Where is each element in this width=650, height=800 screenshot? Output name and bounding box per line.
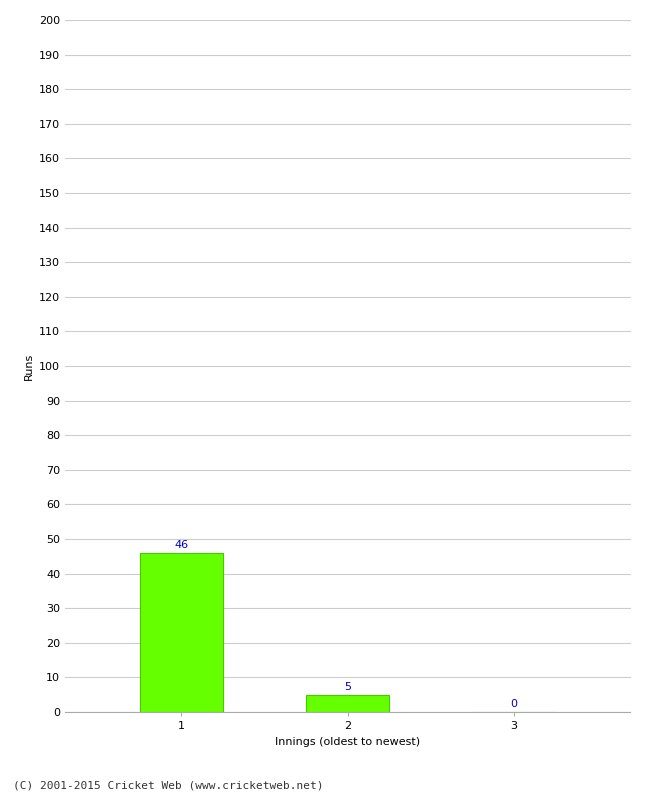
- Bar: [140, 553, 223, 712]
- Text: (C) 2001-2015 Cricket Web (www.cricketweb.net): (C) 2001-2015 Cricket Web (www.cricketwe…: [13, 781, 324, 790]
- Text: 5: 5: [344, 682, 351, 692]
- X-axis label: Innings (oldest to newest): Innings (oldest to newest): [275, 737, 421, 746]
- Text: 46: 46: [174, 540, 188, 550]
- Text: 0: 0: [510, 699, 517, 710]
- Y-axis label: Runs: Runs: [23, 352, 33, 380]
- Bar: [306, 694, 389, 712]
